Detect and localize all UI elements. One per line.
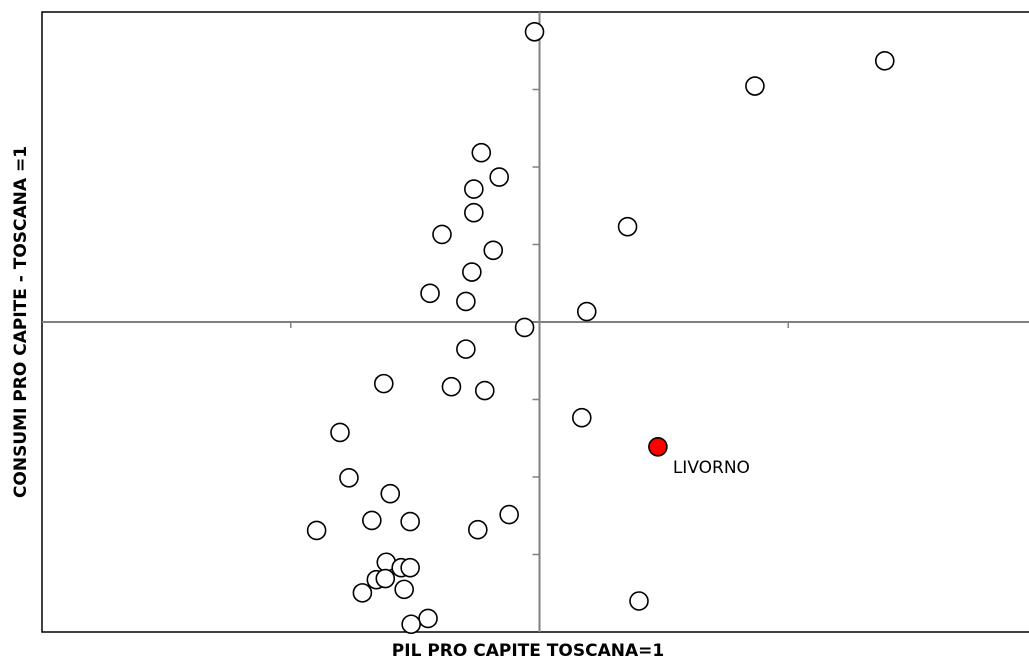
annotations: LIVORNO (673, 458, 750, 478)
data-point (462, 262, 482, 282)
axis-ticks (290, 88, 789, 556)
data-point (352, 583, 373, 603)
data-point-highlight (648, 436, 668, 457)
x-axis-title: PIL PRO CAPITE TOSCANA=1 (392, 641, 664, 661)
data-point (524, 21, 545, 42)
data-point (441, 376, 462, 397)
data-point (514, 317, 535, 338)
annotation-label: LIVORNO (673, 458, 750, 478)
data-point (400, 511, 420, 532)
data-point (420, 283, 440, 304)
data-point (489, 167, 510, 187)
data-point (576, 301, 597, 322)
data-point (483, 240, 504, 261)
data-point (373, 373, 394, 394)
data-point (362, 510, 382, 531)
data-point (629, 591, 649, 611)
data-point (456, 291, 476, 312)
data-point (464, 202, 484, 223)
data-point (418, 608, 438, 629)
data-point (468, 519, 488, 540)
data-point (464, 179, 484, 199)
data-points (306, 21, 895, 635)
data-point (456, 339, 476, 359)
data-point (499, 504, 519, 525)
data-point (339, 467, 359, 488)
data-point (471, 142, 492, 163)
data-point (432, 224, 452, 245)
data-point (306, 520, 327, 541)
data-point (874, 51, 895, 71)
y-axis-title: CONSUMI PRO CAPITE - TOSCANA =1 (11, 146, 31, 498)
data-point (380, 483, 401, 504)
data-point (571, 407, 592, 428)
data-point (394, 579, 414, 600)
data-point (375, 568, 396, 589)
data-point (617, 216, 638, 237)
data-point (401, 614, 421, 635)
data-point (400, 557, 420, 578)
data-point (474, 380, 495, 401)
quadrant-axes (42, 12, 1029, 632)
data-point (330, 422, 350, 443)
data-point (745, 76, 765, 96)
